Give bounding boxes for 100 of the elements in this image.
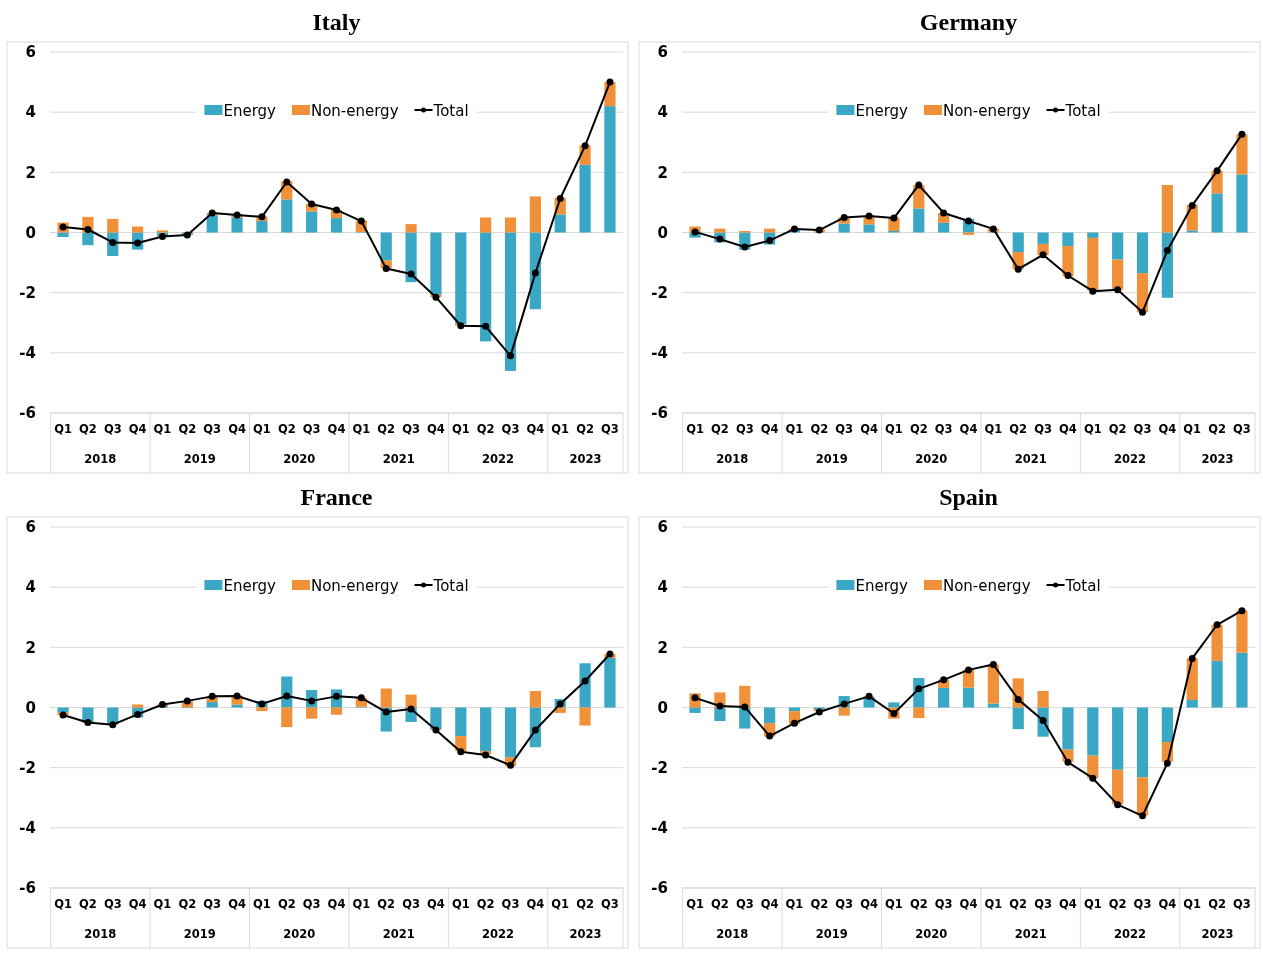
text: 2018 <box>84 452 117 466</box>
text: 2021 <box>1014 927 1047 941</box>
text: 2019 <box>183 927 216 941</box>
x-tick-label: Q1 <box>54 422 72 437</box>
x-tick-label: Q4 <box>128 422 147 437</box>
x-tick-label: Q3 <box>1034 422 1052 437</box>
text: 2022 <box>482 452 515 466</box>
x-tick-label: Q1 <box>253 897 271 912</box>
y-tick-label: 0 <box>657 223 668 242</box>
text: 2023 <box>569 452 602 466</box>
y-tick-label: 6 <box>25 518 36 537</box>
legend-label: Total <box>1064 576 1101 595</box>
x-tick-label: Q4 <box>1059 422 1077 437</box>
y-tick-label: 6 <box>25 43 36 62</box>
text: 2019 <box>815 927 848 941</box>
x-tick-label: Q1 <box>1183 422 1202 437</box>
x-tick-label: Q2 <box>377 897 396 912</box>
x-tick-label: Q4 <box>1158 422 1177 437</box>
x-tick-label: Q3 <box>1233 422 1251 437</box>
chart-title: Italy <box>312 9 361 35</box>
chart-title: France <box>300 484 373 510</box>
x-tick-label: Q2 <box>909 897 928 912</box>
legend-label: Energy <box>223 101 277 120</box>
x-tick-label: Q2 <box>178 422 197 437</box>
x-tick-label: Q2 <box>810 897 829 912</box>
x-tick-label: Q2 <box>1208 897 1226 912</box>
x-tick-label: Q3 <box>601 422 619 437</box>
text: 2020 <box>915 927 948 941</box>
y-tick-label: 0 <box>657 698 668 717</box>
x-tick-label: Q4 <box>1158 897 1177 912</box>
legend-label: Energy <box>855 576 909 595</box>
x-tick-label: Q2 <box>178 897 197 912</box>
x-tick-label: Q3 <box>203 422 222 437</box>
y-tick-label: -2 <box>651 283 668 302</box>
y-tick-label: 0 <box>25 223 36 242</box>
x-tick-label: Q4 <box>860 422 878 437</box>
legend-label: Energy <box>855 101 909 120</box>
x-tick-label: Q1 <box>984 897 1003 912</box>
text: 2023 <box>1201 927 1234 941</box>
x-tick-label: Q2 <box>909 422 928 437</box>
legend-label: Non-energy <box>942 576 1031 595</box>
x-tick-label: Q4 <box>1059 897 1077 912</box>
x-tick-label: Q2 <box>810 422 829 437</box>
x-tick-label: Q1 <box>451 897 470 912</box>
text: 2023 <box>1201 452 1234 466</box>
x-tick-label: Q1 <box>1083 897 1102 912</box>
x-tick-label: Q2 <box>277 897 296 912</box>
y-tick-label: 6 <box>657 518 668 537</box>
x-tick-label: Q2 <box>277 422 296 437</box>
x-tick-label: Q4 <box>128 897 147 912</box>
x-tick-label: Q4 <box>959 897 978 912</box>
legend-label: Energy <box>223 576 277 595</box>
text: 2020 <box>915 452 948 466</box>
x-tick-label: Q2 <box>576 897 594 912</box>
x-tick-label: Q1 <box>352 897 371 912</box>
x-tick-label: Q1 <box>352 422 371 437</box>
y-tick-label: -6 <box>651 404 668 423</box>
text: 2020 <box>283 927 316 941</box>
y-tick-label: 4 <box>657 578 668 597</box>
x-tick-label: Q3 <box>1034 897 1052 912</box>
x-tick-label: Q3 <box>302 422 321 437</box>
x-tick-label: Q2 <box>476 897 495 912</box>
x-tick-label: Q3 <box>735 897 754 912</box>
y-tick-label: -4 <box>651 344 668 363</box>
x-tick-label: Q3 <box>501 422 520 437</box>
x-tick-label: Q3 <box>501 897 520 912</box>
text: 2021 <box>1014 452 1047 466</box>
text: 2022 <box>482 927 515 941</box>
x-tick-label: Q3 <box>402 422 420 437</box>
y-tick-label: 2 <box>25 638 36 657</box>
x-tick-label: Q3 <box>934 422 953 437</box>
x-tick-label: Q2 <box>711 897 729 912</box>
y-tick-label: 4 <box>25 578 36 597</box>
x-tick-label: Q1 <box>153 897 172 912</box>
x-tick-label: Q3 <box>835 897 854 912</box>
x-tick-label: Q1 <box>153 422 172 437</box>
y-tick-label: 4 <box>657 103 668 122</box>
x-tick-label: Q3 <box>103 422 122 437</box>
x-tick-label: Q1 <box>785 897 804 912</box>
x-tick-label: Q2 <box>576 422 594 437</box>
y-tick-label: -2 <box>19 283 36 302</box>
legend-label: Total <box>1064 101 1101 120</box>
legend-label: Non-energy <box>942 101 1031 120</box>
x-tick-label: Q4 <box>427 897 445 912</box>
y-tick-label: 0 <box>25 698 36 717</box>
x-tick-label: Q4 <box>526 897 545 912</box>
x-tick-label: Q2 <box>711 422 729 437</box>
x-tick-label: Q1 <box>984 422 1003 437</box>
x-tick-label: Q2 <box>79 422 97 437</box>
x-tick-label: Q3 <box>1133 422 1152 437</box>
x-tick-label: Q3 <box>835 422 854 437</box>
x-tick-label: Q3 <box>601 897 619 912</box>
legend-label: Non-energy <box>310 576 399 595</box>
x-tick-label: Q2 <box>1208 422 1226 437</box>
legend-label: Total <box>432 576 469 595</box>
y-tick-label: -2 <box>651 758 668 777</box>
y-tick-label: 2 <box>25 163 36 182</box>
x-tick-label: Q1 <box>785 422 804 437</box>
x-tick-label: Q4 <box>526 422 545 437</box>
x-tick-label: Q4 <box>327 897 346 912</box>
